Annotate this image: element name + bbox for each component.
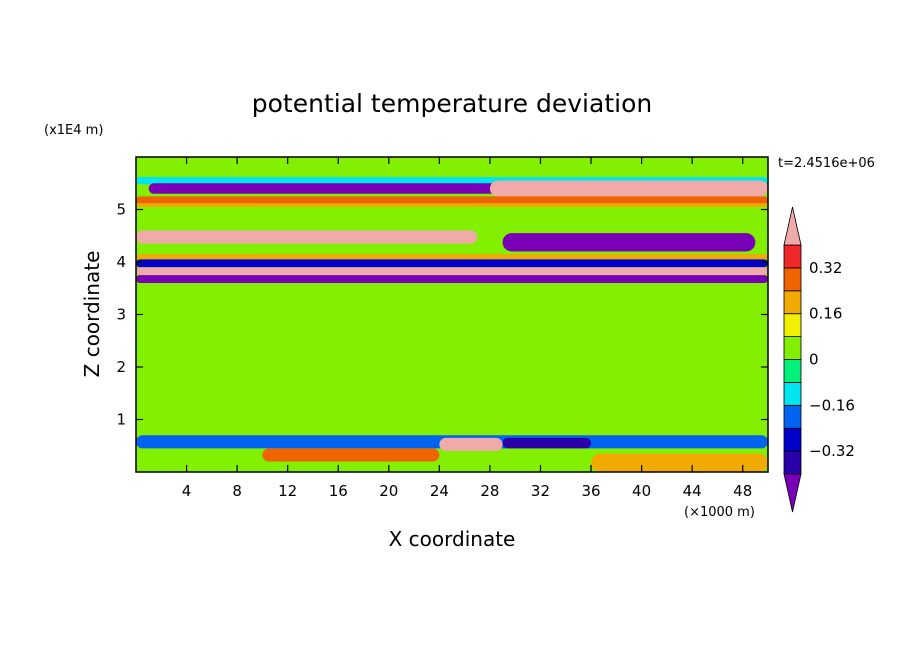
colorbar-segment — [783, 313, 802, 338]
x-tick-label: 20 — [379, 482, 398, 500]
colorbar-tick-label: 0 — [809, 351, 819, 369]
contour-band — [262, 448, 440, 462]
x-tick-label: 28 — [480, 482, 499, 500]
x-scale-label: (×1000 m) — [684, 505, 755, 520]
contour-band — [489, 180, 768, 197]
colorbar-segment — [783, 244, 802, 269]
contour-band — [136, 293, 768, 436]
colorbar: 0.32 0.16 0 −0.16 −0.32 — [783, 206, 855, 513]
x-tick-label: 32 — [531, 482, 550, 500]
contour-band — [136, 196, 768, 205]
y-axis-label: Z coordinate — [80, 251, 104, 378]
colorbar-tick-label: −0.32 — [809, 442, 855, 460]
x-ticks: 4 8 12 16 20 24 28 32 36 40 44 48 — [182, 157, 752, 500]
contour-band — [591, 453, 768, 472]
colorbar-segment — [783, 450, 802, 475]
y-tick-label: 2 — [116, 358, 126, 376]
contour-band — [136, 259, 768, 268]
colorbar-segment — [783, 427, 802, 452]
x-tick-label: 12 — [278, 482, 297, 500]
contour-band — [136, 275, 768, 283]
x-tick-label: 4 — [182, 482, 192, 500]
time-label: t=2.4516e+06 — [778, 156, 875, 171]
y-tick-label: 5 — [116, 201, 126, 219]
contour-field — [136, 157, 768, 472]
contour-band — [148, 183, 516, 194]
y-scale-label: (x1E4 m) — [44, 123, 103, 138]
colorbar-segment — [783, 404, 802, 429]
colorbar-segment — [783, 359, 802, 383]
y-tick-label: 4 — [116, 253, 126, 271]
colorbar-segment — [783, 336, 802, 360]
x-tick-label: 48 — [733, 482, 752, 500]
contour-band — [502, 437, 592, 449]
colorbar-tick-label: 0.32 — [809, 259, 842, 277]
colorbar-segment — [783, 381, 802, 406]
x-tick-label: 36 — [581, 482, 600, 500]
x-tick-label: 40 — [632, 482, 651, 500]
x-tick-label: 24 — [430, 482, 449, 500]
y-tick-label: 1 — [116, 411, 126, 429]
chart-title: potential temperature deviation — [252, 89, 652, 118]
x-tick-label: 16 — [329, 482, 348, 500]
colorbar-over-arrow — [783, 206, 802, 246]
contour-band — [136, 254, 768, 260]
x-axis-label: X coordinate — [389, 527, 516, 551]
contour-band — [439, 437, 503, 451]
colorbar-tick-label: −0.16 — [809, 396, 855, 414]
contour-band — [136, 267, 768, 276]
colorbar-segment — [783, 290, 802, 315]
contour-band — [136, 203, 768, 207]
x-tick-label: 44 — [683, 482, 702, 500]
colorbar-tick-label: 0.16 — [809, 305, 842, 323]
x-tick-label: 8 — [232, 482, 242, 500]
colorbar-segment — [783, 267, 802, 292]
y-tick-label: 3 — [116, 306, 126, 324]
contour-band — [502, 233, 756, 252]
y-ticks: 1 2 3 4 5 — [116, 201, 768, 429]
contour-band — [136, 230, 478, 244]
colorbar-under-arrow — [783, 473, 802, 513]
